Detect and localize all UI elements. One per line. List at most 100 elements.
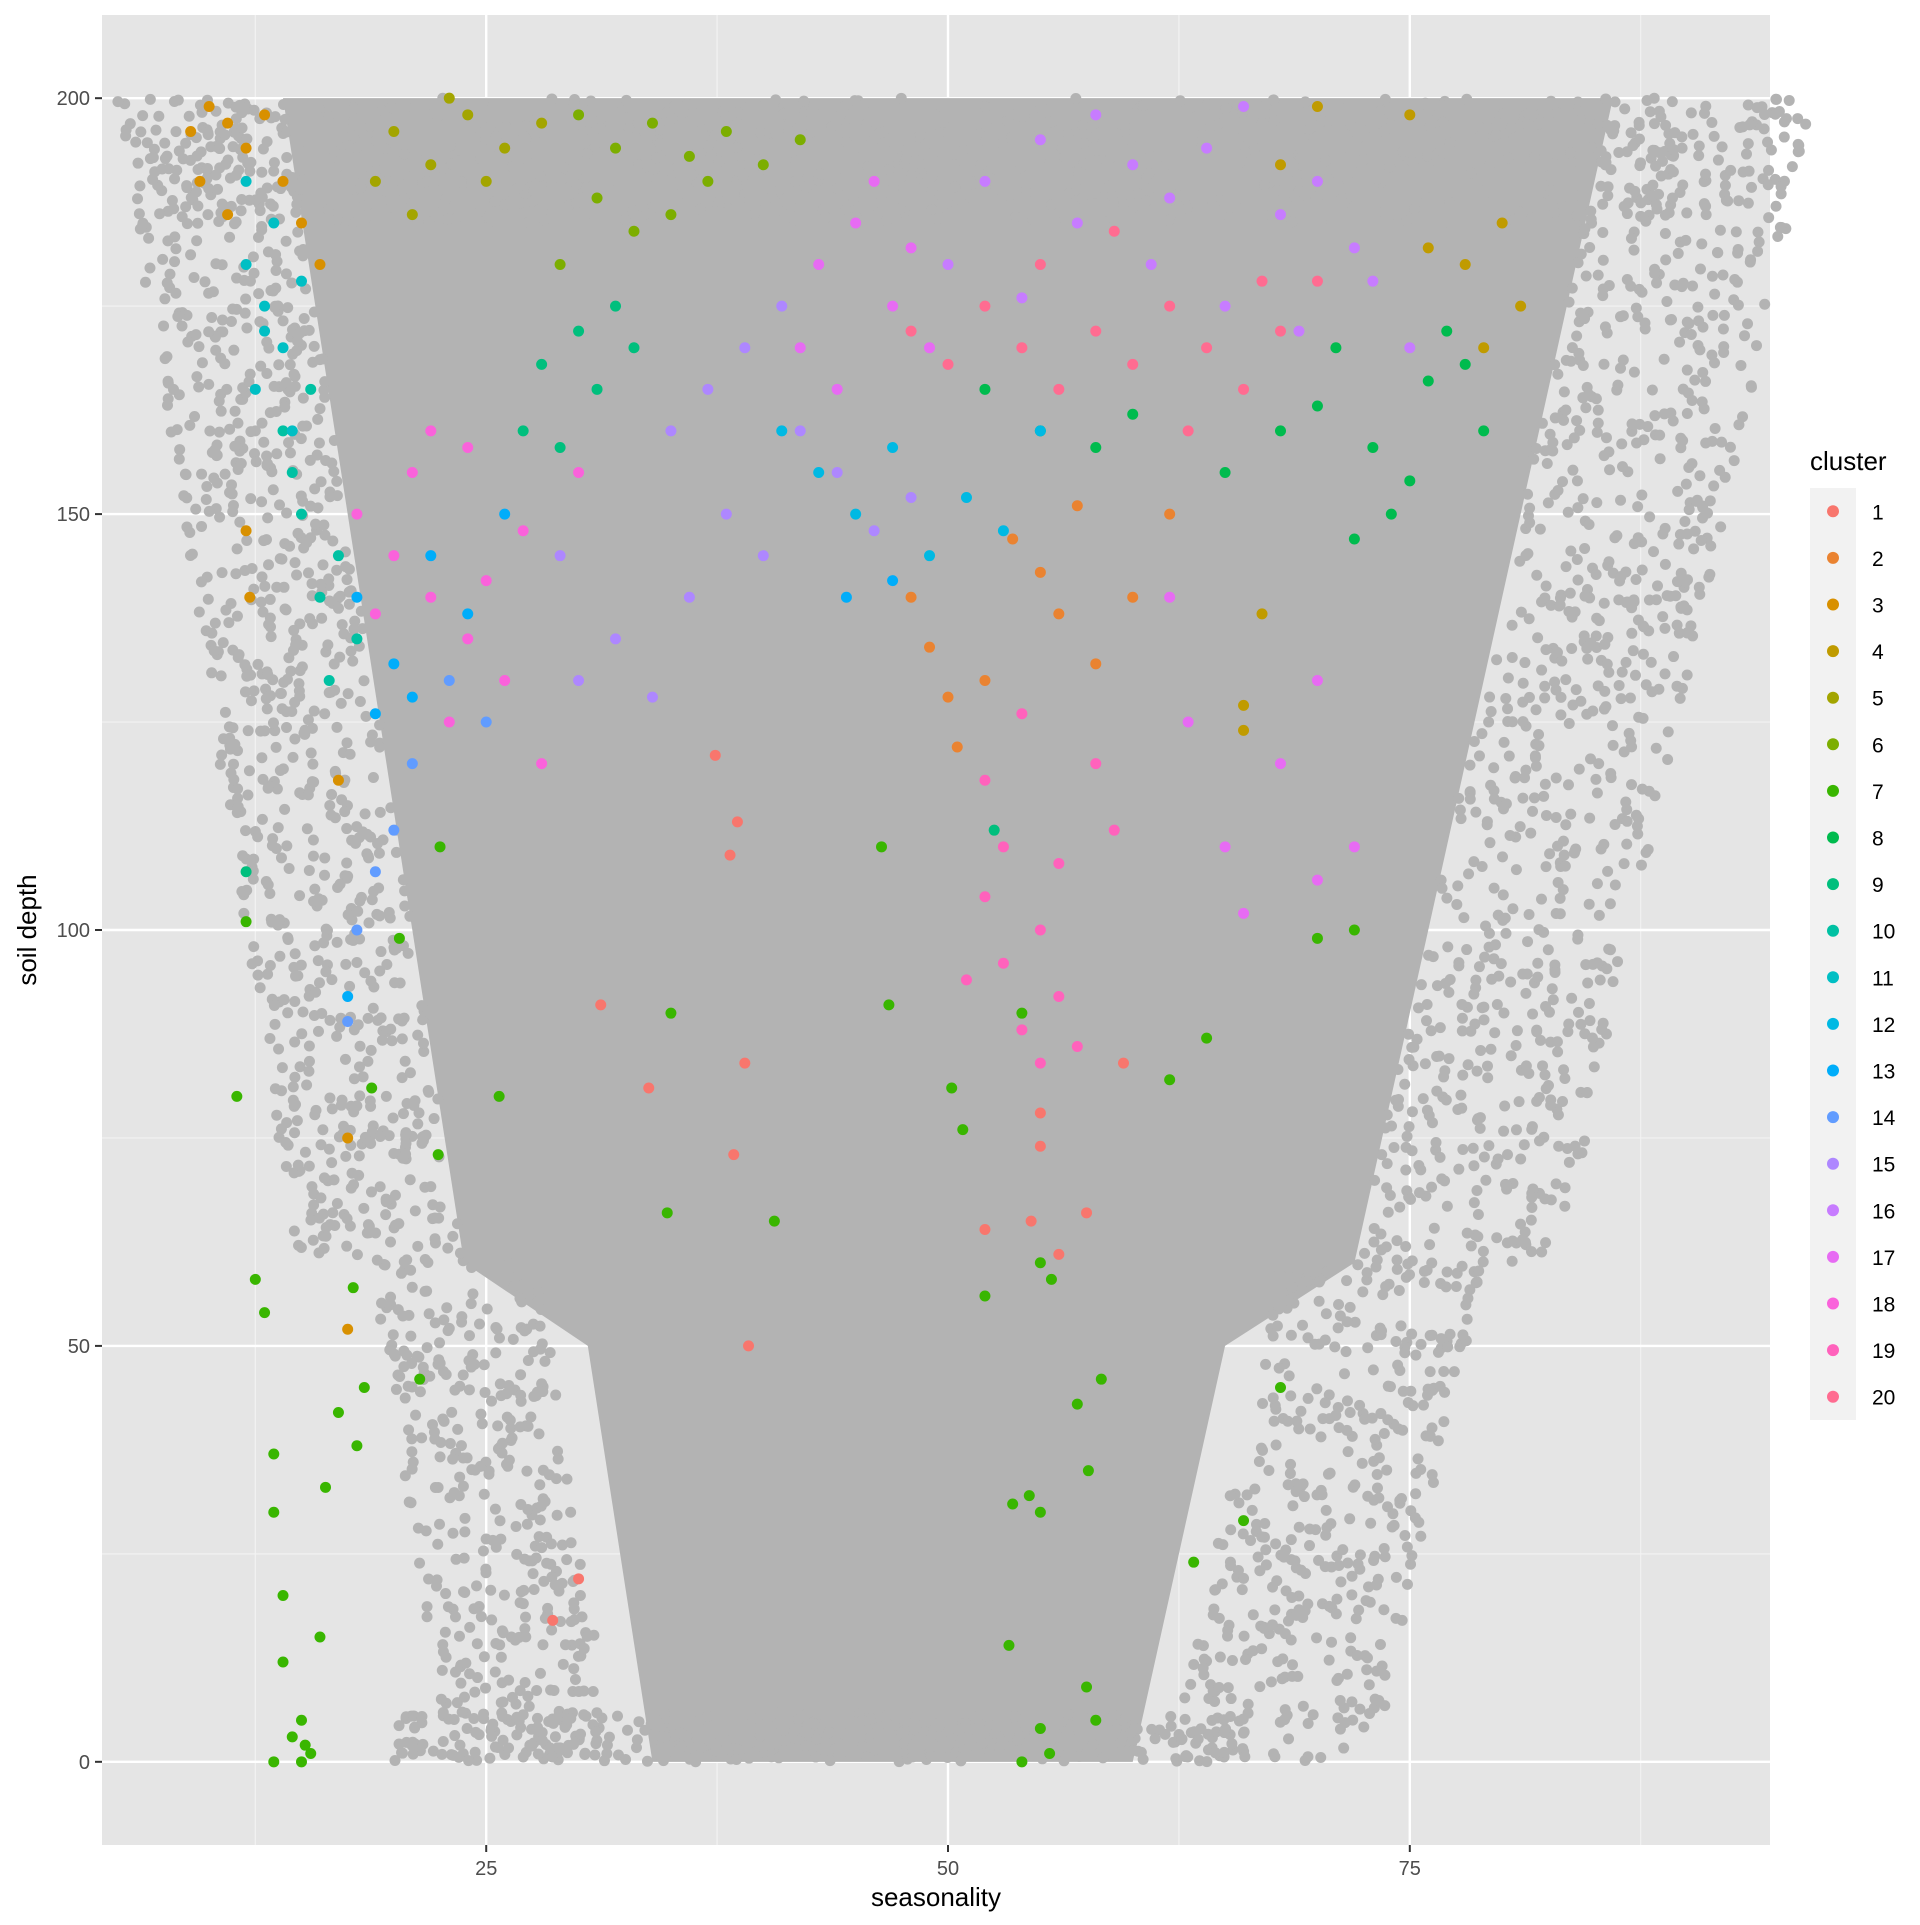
background-point [1128, 120, 1140, 132]
cluster-2-point [1007, 533, 1019, 545]
background-point [440, 1368, 452, 1380]
background-point [1366, 1412, 1378, 1424]
background-point [1500, 692, 1512, 704]
background-point [1560, 404, 1572, 416]
cluster-2-point [942, 691, 954, 703]
background-point [1510, 864, 1522, 876]
background-point [1405, 1193, 1417, 1205]
background-point [1709, 423, 1721, 435]
background-point [1706, 270, 1718, 282]
background-point [546, 93, 558, 105]
background-point [477, 126, 489, 138]
background-point [363, 917, 375, 929]
background-point [551, 1509, 563, 1521]
background-point [328, 434, 340, 446]
background-point [1349, 1479, 1361, 1491]
background-point [290, 206, 302, 218]
background-point [317, 353, 329, 365]
background-point [297, 392, 309, 404]
background-point [1381, 1501, 1393, 1513]
background-point [1600, 93, 1612, 105]
background-point [1455, 813, 1467, 825]
background-point [294, 1061, 306, 1073]
background-point [1333, 1298, 1345, 1310]
background-point [1302, 1598, 1314, 1610]
background-point [603, 1731, 615, 1743]
background-point [893, 1756, 905, 1768]
background-point [261, 368, 273, 380]
background-point [1238, 1726, 1250, 1738]
background-point [496, 1437, 508, 1449]
background-point [1725, 164, 1737, 176]
y-axis-title: soil depth [12, 874, 42, 985]
background-point [525, 1411, 537, 1423]
background-point [1572, 1006, 1584, 1018]
background-point [256, 752, 268, 764]
background-point [1240, 1653, 1252, 1665]
cluster-3-point [244, 591, 256, 603]
background-point [297, 1006, 309, 1018]
background-point [277, 315, 289, 327]
background-point [1112, 128, 1124, 140]
background-point [359, 213, 371, 225]
background-point [342, 870, 354, 882]
background-point [319, 708, 331, 720]
background-point [1245, 1535, 1257, 1547]
background-point [1495, 958, 1507, 970]
background-point [386, 1339, 398, 1351]
background-point [616, 129, 628, 141]
background-point [475, 1611, 487, 1623]
background-point [389, 1189, 401, 1201]
background-point [737, 170, 749, 182]
background-point [705, 150, 717, 162]
legend-label-17: 17 [1872, 1247, 1895, 1270]
background-point [1575, 248, 1587, 260]
background-point [1560, 819, 1572, 831]
cluster-16-point [1127, 159, 1139, 171]
background-point [459, 1526, 471, 1538]
background-point [310, 986, 322, 998]
background-point [848, 194, 860, 206]
background-point [519, 1623, 531, 1635]
cluster-1-point [728, 1149, 740, 1161]
background-point [1478, 1151, 1490, 1163]
cluster-14-point [406, 758, 418, 770]
background-point [580, 171, 592, 183]
background-point [1270, 1403, 1282, 1415]
background-point [557, 1658, 569, 1670]
background-point [342, 909, 354, 921]
background-point [508, 191, 520, 203]
background-point [412, 1118, 424, 1130]
background-point [334, 878, 346, 890]
background-point [414, 1557, 426, 1569]
cluster-2-point [1090, 658, 1102, 670]
background-point [503, 1454, 515, 1466]
background-point [512, 1270, 524, 1282]
background-point [316, 1007, 328, 1019]
background-point [213, 143, 225, 155]
background-point [1241, 1489, 1253, 1501]
background-point [1551, 646, 1563, 658]
cluster-4-point [1404, 109, 1416, 121]
background-point [1134, 209, 1146, 221]
background-point [581, 1630, 593, 1642]
background-point [1329, 1341, 1341, 1353]
legend-key-8 [1827, 831, 1839, 844]
background-point [1395, 1492, 1407, 1504]
background-point [912, 155, 924, 167]
background-point [280, 377, 292, 389]
cluster-18-point [443, 716, 455, 728]
background-point [1226, 1738, 1238, 1750]
background-point [195, 146, 207, 158]
background-point [1547, 994, 1559, 1006]
cluster-19-point [979, 774, 991, 786]
background-point [380, 1209, 392, 1221]
background-point [1113, 159, 1125, 171]
background-point [295, 959, 307, 971]
background-point [1201, 1756, 1213, 1768]
background-point [1419, 97, 1431, 109]
background-point [1260, 1544, 1272, 1556]
background-point [329, 812, 341, 824]
background-point [1687, 128, 1699, 140]
background-point [156, 163, 168, 175]
